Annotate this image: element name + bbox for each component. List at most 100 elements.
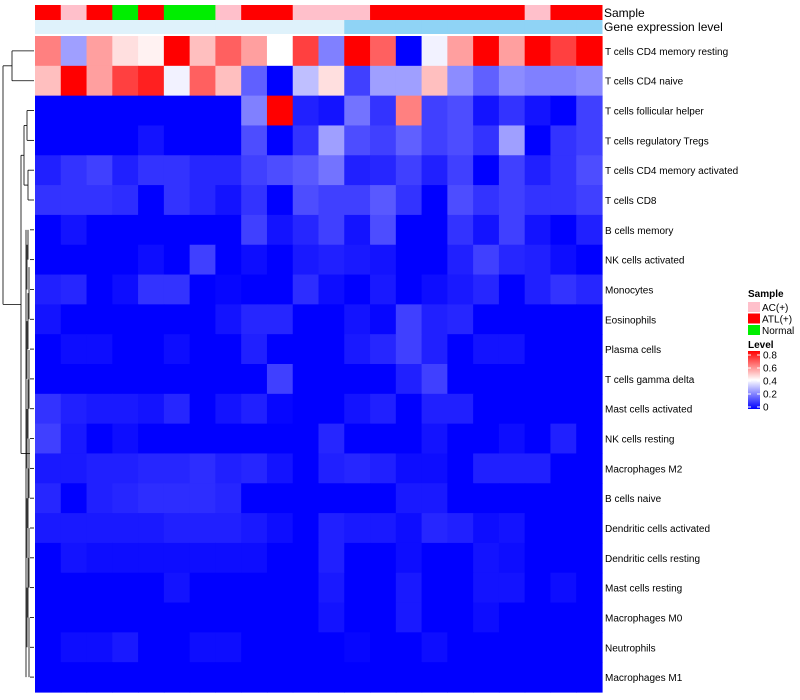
- heatmap-cell: [550, 95, 577, 127]
- heatmap-cell: [35, 155, 62, 186]
- heatmap-cell: [241, 602, 268, 633]
- heatmap-cell: [447, 423, 474, 455]
- heatmap-cell: [395, 513, 423, 544]
- heatmap-cell: [241, 453, 268, 484]
- heatmap-cell: [395, 155, 423, 186]
- heatmap-cell: [60, 65, 88, 97]
- expression-annotation-cell: [215, 20, 242, 34]
- heatmap-cell: [241, 95, 268, 127]
- heatmap-cell: [576, 602, 603, 633]
- heatmap-cell: [576, 483, 603, 514]
- heatmap-cell: [215, 36, 242, 67]
- heatmap-cell: [524, 632, 552, 663]
- heatmap-cell: [266, 185, 294, 216]
- heatmap-cell: [241, 274, 268, 305]
- heatmap-cell: [370, 334, 397, 365]
- sample-annotation-cell: [524, 5, 551, 20]
- heatmap-cell: [370, 185, 397, 216]
- heatmap-cell: [473, 483, 500, 514]
- heatmap-cell: [35, 483, 62, 514]
- heatmap-cell: [266, 214, 294, 246]
- heatmap-cell: [550, 334, 577, 365]
- heatmap-cell: [189, 214, 217, 246]
- heatmap-cell: [60, 572, 88, 604]
- heatmap-cell: [112, 95, 139, 127]
- heatmap-cell: [60, 95, 88, 127]
- heatmap-cell: [370, 65, 397, 97]
- row-label: T cells CD4 naive: [605, 77, 684, 88]
- heatmap-cell: [35, 632, 62, 663]
- heatmap-cell: [524, 95, 552, 127]
- heatmap-cell: [318, 662, 345, 693]
- heatmap-cell: [86, 483, 113, 514]
- heatmap-cell: [189, 125, 217, 156]
- heatmap-cell: [215, 483, 242, 514]
- sample-legend-label: Normal: [762, 326, 794, 337]
- heatmap-cell: [550, 483, 577, 514]
- heatmap-cell: [138, 334, 165, 365]
- heatmap-cell: [370, 662, 397, 693]
- heatmap-cell: [318, 304, 345, 335]
- heatmap-cell: [550, 36, 577, 67]
- heatmap-cell: [524, 214, 552, 246]
- heatmap-cell: [86, 602, 113, 633]
- heatmap-cell: [163, 572, 191, 604]
- sample-legend-title: Sample: [748, 289, 784, 300]
- heatmap-cell: [473, 244, 500, 276]
- heatmap-cell: [318, 95, 345, 127]
- heatmap-cell: [576, 334, 603, 365]
- sample-annotation-cell: [447, 5, 474, 20]
- heatmap-cell: [318, 542, 345, 574]
- heatmap-cell: [344, 632, 371, 663]
- heatmap-cell: [318, 65, 345, 97]
- heatmap-cell: [498, 542, 526, 574]
- heatmap-cell: [163, 334, 191, 365]
- heatmap-cell: [138, 632, 165, 663]
- heatmap-cell: [215, 662, 242, 693]
- heatmap-cell: [292, 185, 320, 216]
- heatmap-cell: [60, 542, 88, 574]
- heatmap-cell: [189, 572, 217, 604]
- heatmap-cell: [524, 274, 552, 305]
- heatmap-cell: [318, 483, 345, 514]
- heatmap-cell: [473, 513, 500, 544]
- heatmap-cell: [421, 513, 448, 544]
- sample-annotation-cell: [473, 5, 500, 20]
- heatmap-cell: [447, 632, 474, 663]
- sample-annotation-cell: [498, 5, 526, 20]
- heatmap-cell: [163, 483, 191, 514]
- heatmap-cell: [370, 542, 397, 574]
- expression-annotation-cell: [318, 20, 345, 34]
- heatmap-cell: [421, 364, 448, 395]
- heatmap-cell: [86, 632, 113, 663]
- expression-annotation-cell: [447, 20, 474, 34]
- heatmap-cell: [395, 125, 423, 156]
- heatmap-cell: [86, 572, 113, 604]
- heatmap-cell: [60, 364, 88, 395]
- sample-legend-entries: AC(+)ATL(+)Normal: [748, 302, 794, 337]
- heatmap-cell: [498, 125, 526, 156]
- heatmap-cell: [524, 662, 552, 693]
- heatmap-cell: [138, 364, 165, 395]
- heatmap-cell: [576, 393, 603, 425]
- heatmap-cell: [395, 632, 423, 663]
- heatmap-cell: [473, 334, 500, 365]
- heatmap-cell: [266, 632, 294, 663]
- heatmap-cell: [370, 125, 397, 156]
- heatmap-cell: [524, 423, 552, 455]
- heatmap-cell: [498, 274, 526, 305]
- heatmap-cell: [395, 274, 423, 305]
- heatmap-cell: [189, 185, 217, 216]
- heatmap-cell: [215, 95, 242, 127]
- heatmap-cell: [163, 393, 191, 425]
- heatmap-cell: [473, 423, 500, 455]
- heatmap-cell: [473, 185, 500, 216]
- heatmap-cell: [189, 65, 217, 97]
- heatmap-cell: [215, 542, 242, 574]
- heatmap-cell: [395, 334, 423, 365]
- heatmap-cell: [266, 364, 294, 395]
- heatmap-cell: [370, 155, 397, 186]
- heatmap-cell: [550, 632, 577, 663]
- heatmap-cell: [576, 572, 603, 604]
- heatmap-cell: [189, 542, 217, 574]
